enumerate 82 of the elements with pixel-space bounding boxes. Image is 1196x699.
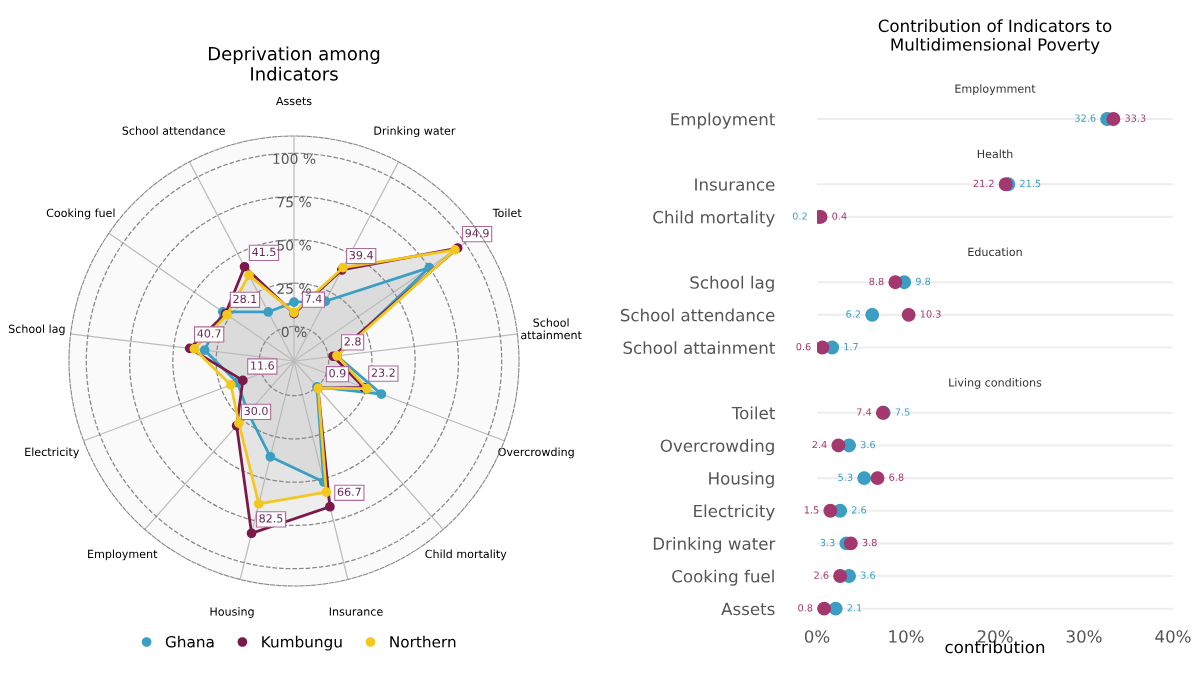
y-tick-label: 25 % — [277, 283, 311, 294]
data-label: 2.6 — [851, 506, 867, 514]
data-label: 9.8 — [915, 277, 931, 286]
y-tick-label: 100 % — [273, 153, 316, 165]
chart-title: Deprivation among Indicators — [208, 46, 380, 81]
x-tick-label: 40% — [1155, 630, 1191, 643]
spoke-label: Housing — [210, 607, 254, 618]
data-label: 7.4 — [857, 408, 872, 416]
annotation: Living conditions — [949, 378, 1042, 389]
data-label: 0.6 — [796, 342, 811, 351]
legend-label: Northern — [390, 635, 456, 648]
spoke-label: Toilet — [492, 208, 522, 218]
spoke-label: Child mortality — [425, 549, 507, 561]
y-tick-label: Housing — [709, 471, 774, 488]
y-tick-label: School lag — [690, 275, 774, 292]
data-label: 2.6 — [814, 571, 829, 579]
data-label: 6.2 — [846, 310, 861, 318]
legend-label: Kumbungu — [262, 635, 342, 651]
spoke-label: School attendance — [122, 126, 225, 135]
data-label: 11.6 — [251, 361, 274, 370]
data-label: 94.9 — [465, 228, 489, 238]
x-tick-label: 0% — [804, 630, 830, 643]
data-label: 10.3 — [920, 310, 941, 318]
y-tick-label: Employment — [671, 112, 775, 129]
y-tick-label: Overcrowding — [660, 439, 774, 456]
data-label: 5.3 — [838, 473, 853, 481]
data-label: 1.7 — [844, 343, 858, 351]
spoke-label: Insurance — [329, 607, 383, 616]
y-tick-label: Assets — [721, 602, 775, 616]
data-label: 21.5 — [1020, 179, 1041, 188]
y-tick-label: 0 % — [281, 326, 307, 338]
data-label: 8.8 — [869, 277, 884, 286]
data-label: 7.4 — [305, 294, 322, 303]
data-label: 0.2 — [792, 212, 807, 220]
data-label: 0.8 — [798, 604, 813, 612]
data-label: 3.8 — [862, 538, 877, 547]
chart-title: Contribution of Indicators to Multidimensional Poverty — [878, 19, 1112, 55]
data-label: 21.2 — [973, 179, 994, 187]
x-tick-label: 30% — [1066, 630, 1102, 643]
data-label: 2.1 — [847, 604, 862, 612]
y-tick-label: School attendance — [620, 308, 775, 322]
data-label: 82.5 — [259, 514, 283, 523]
data-label: 0.9 — [329, 369, 346, 378]
data-label: 3.6 — [860, 440, 875, 449]
annotation: Health — [977, 149, 1013, 159]
data-label: 66.7 — [337, 487, 361, 497]
data-label: 3.3 — [820, 538, 835, 547]
y-tick-label: Cooking fuel — [672, 569, 774, 586]
y-tick-label: School attainment — [623, 341, 775, 355]
y-tick-label: Toilet — [731, 406, 775, 420]
y-tick-label: Drinking water — [653, 537, 776, 554]
data-label: 2.8 — [344, 337, 361, 346]
y-tick-label: Electricity — [694, 504, 775, 521]
x-tick-label: 10% — [889, 630, 924, 643]
spoke-label: School attainment — [521, 318, 582, 340]
data-label: 0.4 — [832, 212, 847, 220]
data-label: 41.5 — [252, 247, 276, 257]
spoke-label: Overcrowding — [498, 447, 574, 459]
spoke-label: Electricity — [25, 447, 80, 459]
data-label: 6.8 — [889, 473, 904, 481]
y-tick-label: 75 % — [277, 196, 311, 208]
annotation: Employmment — [955, 84, 1036, 95]
data-label: 33.3 — [1125, 114, 1146, 122]
legend-label: Ghana — [165, 635, 214, 648]
spoke-label: Employment — [88, 549, 158, 561]
spoke-label: School lag — [8, 324, 65, 336]
spoke-label: Drinking water — [374, 126, 456, 138]
data-label: 1.5 — [804, 506, 819, 514]
data-label: 39.4 — [349, 250, 373, 260]
data-label: 40.7 — [197, 329, 221, 338]
y-tick-label: Insurance — [695, 178, 775, 191]
data-label: 2.4 — [812, 440, 827, 449]
annotation: Education — [968, 247, 1022, 257]
data-label: 28.1 — [233, 294, 257, 304]
spoke-label: Cooking fuel — [46, 208, 115, 220]
data-label: 30.0 — [244, 406, 268, 416]
data-label: 23.2 — [371, 368, 395, 377]
data-label: 3.6 — [860, 571, 875, 579]
data-label: 7.5 — [895, 408, 910, 416]
data-label: 32.6 — [1075, 114, 1096, 122]
y-tick-label: 50 % — [277, 240, 311, 251]
y-tick-label: Child mortality — [653, 210, 775, 227]
